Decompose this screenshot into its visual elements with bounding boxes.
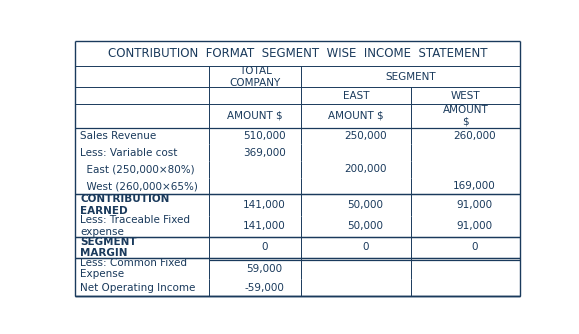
- Text: Less: Common Fixed
Expense: Less: Common Fixed Expense: [80, 258, 187, 280]
- Text: SEGMENT
MARGIN: SEGMENT MARGIN: [80, 237, 137, 258]
- Text: 0: 0: [261, 242, 267, 253]
- Text: Net Operating Income: Net Operating Income: [80, 283, 195, 293]
- Text: 50,000: 50,000: [347, 200, 383, 210]
- Text: AMOUNT $: AMOUNT $: [328, 111, 384, 121]
- Text: CONTRIBUTION  FORMAT  SEGMENT  WISE  INCOME  STATEMENT: CONTRIBUTION FORMAT SEGMENT WISE INCOME …: [108, 47, 487, 60]
- Text: CONTRIBUTION
EARNED: CONTRIBUTION EARNED: [80, 194, 170, 216]
- Text: 250,000: 250,000: [344, 131, 386, 141]
- Text: 169,000: 169,000: [453, 181, 496, 191]
- Text: 0: 0: [362, 242, 368, 253]
- Text: TOTAL
COMPANY: TOTAL COMPANY: [230, 66, 281, 88]
- Text: SEGMENT: SEGMENT: [386, 72, 436, 82]
- Text: 369,000: 369,000: [243, 148, 285, 158]
- Text: -59,000: -59,000: [244, 283, 284, 293]
- Text: 200,000: 200,000: [344, 164, 386, 174]
- Text: West (260,000×65%): West (260,000×65%): [80, 181, 198, 191]
- Text: 91,000: 91,000: [457, 200, 493, 210]
- Text: 0: 0: [471, 242, 478, 253]
- Text: East (250,000×80%): East (250,000×80%): [80, 164, 195, 174]
- Text: 50,000: 50,000: [347, 221, 383, 231]
- Text: Less: Traceable Fixed
expense: Less: Traceable Fixed expense: [80, 215, 190, 237]
- Text: Less: Variable cost: Less: Variable cost: [80, 148, 177, 158]
- Text: 91,000: 91,000: [457, 221, 493, 231]
- Text: 141,000: 141,000: [243, 200, 285, 210]
- Text: 510,000: 510,000: [243, 131, 285, 141]
- Text: EAST: EAST: [343, 91, 369, 101]
- Text: 260,000: 260,000: [453, 131, 496, 141]
- Text: Sales Revenue: Sales Revenue: [80, 131, 156, 141]
- Text: 59,000: 59,000: [246, 264, 283, 274]
- Text: AMOUNT $: AMOUNT $: [228, 111, 283, 121]
- Text: WEST: WEST: [451, 91, 481, 101]
- Text: 141,000: 141,000: [243, 221, 285, 231]
- Text: AMOUNT
$: AMOUNT $: [443, 105, 489, 127]
